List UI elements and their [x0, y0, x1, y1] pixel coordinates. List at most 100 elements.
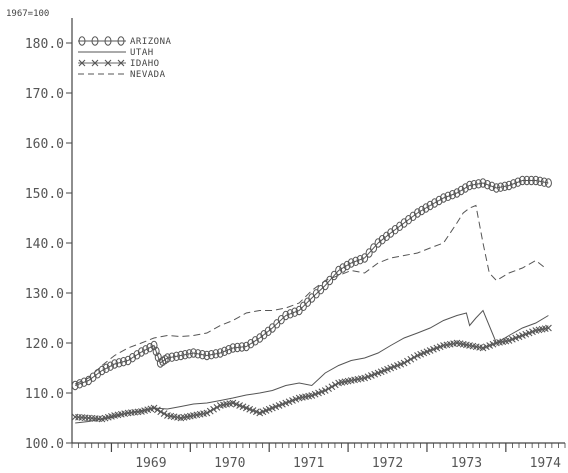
data-point — [328, 383, 336, 391]
y-tick-label: 130.0 — [25, 287, 64, 302]
data-point — [400, 359, 408, 367]
data-point — [470, 179, 478, 190]
legend-item-nevada: NEVADA — [78, 70, 166, 80]
data-point — [124, 355, 132, 366]
data-point — [172, 351, 180, 362]
data-point — [181, 349, 189, 360]
data-point — [479, 178, 487, 188]
data-point — [514, 177, 522, 187]
data-point — [221, 346, 229, 357]
data-point — [453, 188, 461, 198]
data-point — [242, 341, 250, 352]
data-point — [378, 234, 386, 245]
data-point — [422, 203, 430, 213]
data-point — [157, 408, 165, 416]
data-point — [407, 355, 415, 363]
data-point — [492, 183, 500, 193]
axes: 100.0 110.0 120.0 130.0 140.0 150.0 160.0 170.0… — [25, 18, 566, 471]
data-point — [440, 193, 448, 203]
data-point — [210, 405, 217, 413]
legend-marker — [91, 36, 99, 46]
legend-label: NEVADA — [130, 70, 166, 80]
data-point — [527, 175, 535, 186]
unit-note: 1967=100 — [6, 9, 49, 19]
data-point — [111, 359, 119, 369]
data-point — [146, 342, 154, 353]
data-point — [247, 338, 255, 349]
data-point — [540, 177, 548, 187]
data-point — [189, 348, 197, 358]
data-point — [251, 336, 259, 346]
data-point — [356, 254, 364, 265]
data-point — [466, 180, 474, 191]
legend-marker — [117, 59, 125, 67]
data-point — [264, 326, 272, 337]
data-point — [321, 387, 329, 394]
data-point — [413, 208, 421, 218]
data-point — [523, 175, 531, 186]
data-point — [374, 238, 382, 248]
legend-label: ARIZONA — [130, 37, 172, 47]
data-point — [198, 349, 206, 360]
y-tick-label: 140.0 — [25, 237, 64, 252]
data-point — [505, 180, 513, 191]
data-point — [229, 343, 237, 353]
data-point — [488, 181, 496, 192]
data-point — [233, 342, 241, 353]
data-point — [185, 349, 193, 359]
y-tick-label: 150.0 — [25, 187, 64, 202]
data-point — [128, 352, 136, 363]
series-line-arizona — [75, 180, 549, 386]
data-point — [335, 265, 343, 276]
data-point — [160, 410, 168, 418]
series-layer — [71, 175, 552, 424]
data-point — [150, 404, 158, 412]
data-point — [474, 179, 482, 189]
data-point — [177, 350, 185, 361]
data-point — [207, 349, 215, 360]
data-point — [501, 181, 509, 192]
data-point — [106, 361, 114, 371]
data-point — [168, 352, 176, 362]
data-point — [532, 175, 540, 186]
data-point — [115, 358, 123, 368]
data-point — [260, 329, 268, 340]
data-point — [216, 348, 224, 358]
legend-marker — [104, 36, 112, 46]
data-point — [133, 350, 141, 360]
data-point — [483, 179, 491, 190]
data-point — [256, 333, 264, 343]
data-point — [497, 182, 505, 192]
x-tick-label: 1971 — [293, 456, 324, 471]
data-point — [545, 324, 552, 332]
legend-label: IDAHO — [130, 59, 160, 69]
legend-item-idaho: IDAHO — [78, 59, 160, 69]
data-point — [203, 350, 211, 361]
data-point — [347, 258, 355, 268]
data-point — [326, 275, 334, 286]
series-line-nevada — [74, 204, 546, 385]
data-point — [98, 365, 106, 376]
x-tick-label: 1969 — [135, 456, 166, 471]
data-point — [321, 280, 329, 291]
legend-marker — [117, 36, 125, 46]
legend-marker — [104, 59, 112, 67]
data-point — [80, 377, 88, 387]
data-point — [410, 353, 418, 361]
data-point — [203, 409, 211, 417]
data-point — [365, 248, 373, 258]
legend-label: UTAH — [130, 48, 154, 58]
y-tick-label: 180.0 — [25, 37, 64, 52]
x-tick-label: 1973 — [451, 456, 482, 471]
series-arizona — [71, 175, 552, 391]
data-point — [225, 344, 233, 355]
y-tick-label: 110.0 — [25, 387, 64, 402]
data-point — [448, 189, 456, 200]
series-utah — [75, 309, 549, 424]
data-point — [370, 243, 378, 253]
data-point — [212, 349, 220, 359]
data-point — [194, 349, 202, 359]
data-point — [509, 179, 517, 189]
legend-item-arizona: ARIZONA — [78, 36, 172, 47]
